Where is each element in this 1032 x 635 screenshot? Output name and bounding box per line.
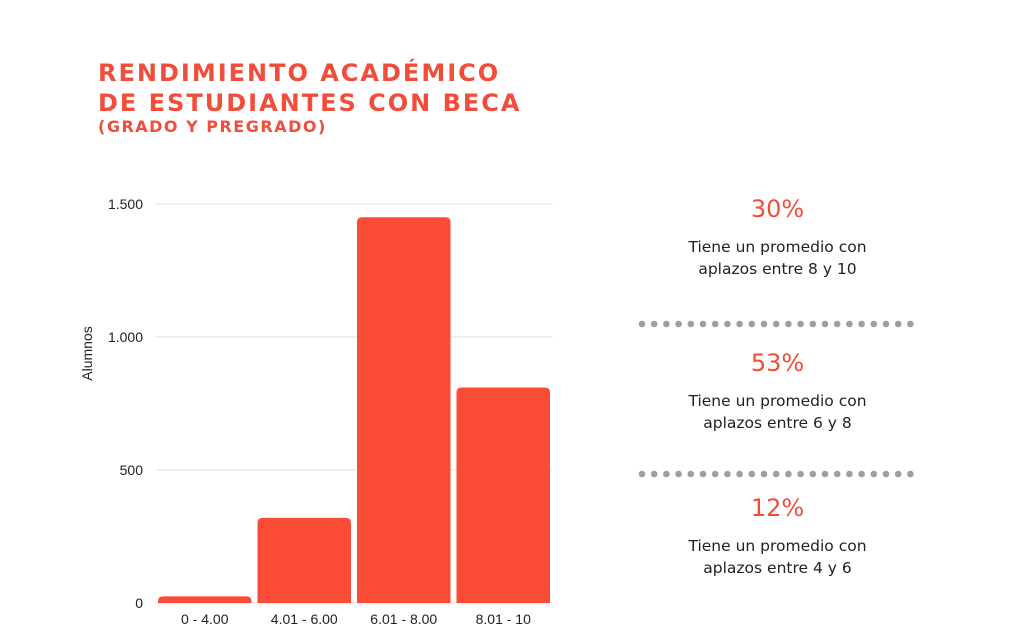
stat-description: Tiene un promedio con aplazos entre 4 y … bbox=[630, 535, 925, 579]
divider-dot bbox=[638, 470, 646, 478]
stat-percent: 30% bbox=[750, 195, 805, 223]
chart-subtitle: (GRADO Y PREGRADO) bbox=[98, 117, 327, 136]
divider-dot bbox=[736, 470, 743, 478]
chart-title: RENDIMIENTO ACADÉMICO DE ESTUDIANTES CON… bbox=[98, 58, 521, 118]
bar bbox=[158, 596, 252, 603]
divider-dot bbox=[724, 320, 731, 328]
divider-dot bbox=[858, 320, 865, 328]
divider-dot bbox=[699, 470, 707, 478]
x-tick-label: 0 - 4.00 bbox=[181, 611, 229, 627]
stat-percent: 53% bbox=[750, 349, 805, 377]
divider-dot bbox=[785, 320, 792, 328]
divider-dot bbox=[748, 320, 756, 328]
stat-block-2: 53% Tiene un promedio con aplazos entre … bbox=[630, 349, 925, 434]
dotted-divider bbox=[638, 470, 914, 478]
divider-dot bbox=[650, 470, 658, 478]
divider-dot bbox=[858, 470, 865, 478]
title-line-2: DE ESTUDIANTES CON BECA bbox=[98, 89, 522, 117]
bar-chart: 0 500 1.000 1.500 Alumnos 0 - 4.00 4.01 - 6.00… bbox=[79, 196, 553, 627]
title-line-1: RENDIMIENTO ACADÉMICO bbox=[98, 59, 501, 87]
divider-dot bbox=[760, 470, 768, 478]
y-tick-label: 0 bbox=[135, 595, 143, 611]
divider-dot bbox=[833, 470, 841, 478]
divider-dot bbox=[699, 320, 707, 328]
divider-dot bbox=[785, 470, 792, 478]
divider-dot bbox=[638, 320, 646, 328]
y-tick-label: 1.000 bbox=[108, 329, 143, 345]
divider-dot bbox=[894, 320, 902, 328]
divider-dot bbox=[760, 320, 768, 328]
divider-dot bbox=[870, 320, 878, 328]
divider-dot bbox=[675, 320, 682, 328]
stat-description: Tiene un promedio con aplazos entre 8 y … bbox=[630, 236, 925, 280]
stat-description-line-2: aplazos entre 8 y 10 bbox=[698, 260, 857, 278]
divider-dot bbox=[821, 470, 829, 478]
stat-description-line-1: Tiene un promedio con bbox=[688, 392, 867, 410]
divider-dot bbox=[870, 470, 878, 478]
divider-dot bbox=[687, 320, 695, 328]
stat-block-3: 12% Tiene un promedio con aplazos entre … bbox=[630, 494, 925, 579]
y-tick-label: 1.500 bbox=[108, 196, 143, 212]
divider-dot bbox=[821, 320, 829, 328]
stat-description-line-1: Tiene un promedio con bbox=[688, 238, 867, 256]
stat-description-line-2: aplazos entre 6 y 8 bbox=[703, 414, 852, 432]
stat-description: Tiene un promedio con aplazos entre 6 y … bbox=[630, 390, 925, 434]
divider-dot bbox=[663, 320, 670, 328]
bar bbox=[456, 387, 550, 603]
stat-description-line-2: aplazos entre 4 y 6 bbox=[703, 559, 852, 577]
divider-dot bbox=[833, 320, 841, 328]
divider-dot bbox=[907, 470, 914, 478]
divider-dot bbox=[882, 320, 890, 328]
divider-dot bbox=[907, 320, 914, 328]
divider-dot bbox=[797, 320, 804, 328]
divider-dot bbox=[882, 470, 890, 478]
y-axis-label: Alumnos bbox=[79, 326, 95, 380]
stat-percent: 12% bbox=[750, 494, 805, 522]
x-tick-label: 8.01 - 10 bbox=[476, 611, 531, 627]
bar bbox=[357, 217, 451, 604]
x-tick-label: 6.01 - 8.00 bbox=[370, 611, 437, 627]
x-tick-label: 4.01 - 6.00 bbox=[271, 611, 338, 627]
divider-dot bbox=[736, 320, 743, 328]
divider-dot bbox=[772, 320, 780, 328]
divider-dot bbox=[846, 320, 853, 328]
bar bbox=[257, 517, 351, 603]
dotted-divider bbox=[638, 320, 914, 328]
divider-dot bbox=[663, 470, 670, 478]
divider-dot bbox=[846, 470, 853, 478]
divider-dot bbox=[748, 470, 756, 478]
divider-dot bbox=[711, 470, 719, 478]
divider-dot bbox=[772, 470, 780, 478]
divider-dot bbox=[797, 470, 804, 478]
divider-dot bbox=[724, 470, 731, 478]
divider-dot bbox=[894, 470, 902, 478]
divider-dot bbox=[809, 320, 817, 328]
divider-dot bbox=[675, 470, 682, 478]
divider-dot bbox=[650, 320, 658, 328]
divider-dot bbox=[711, 320, 719, 328]
stat-block-1: 30% Tiene un promedio con aplazos entre … bbox=[630, 195, 925, 280]
divider-dot bbox=[809, 470, 817, 478]
divider-dot bbox=[687, 470, 695, 478]
stat-description-line-1: Tiene un promedio con bbox=[688, 537, 867, 555]
y-tick-label: 500 bbox=[120, 462, 144, 478]
